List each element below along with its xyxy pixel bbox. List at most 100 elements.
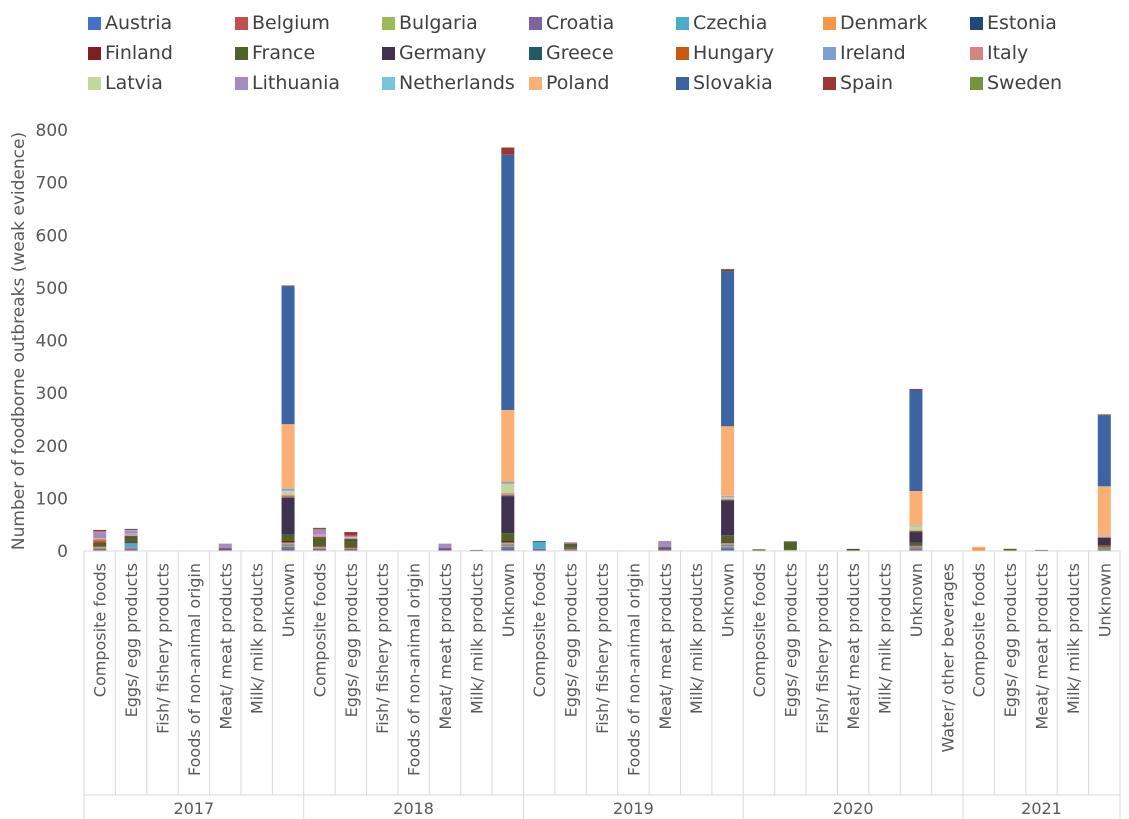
bar-segment xyxy=(909,542,923,546)
legend-label: Italy xyxy=(987,42,1029,64)
bar-segment xyxy=(721,496,735,498)
bar-segment xyxy=(1097,549,1111,551)
bar-segment xyxy=(501,493,515,495)
bar-segment xyxy=(124,542,138,543)
bar-segment xyxy=(501,495,515,497)
legend-swatch xyxy=(970,76,983,90)
bar-segment xyxy=(658,547,672,549)
bar-segment xyxy=(501,545,515,547)
legend-label: Greece xyxy=(546,42,614,64)
legend-swatch xyxy=(382,46,395,60)
legend-label: Czechia xyxy=(693,12,768,34)
x-tick-label: Eggs/ egg products xyxy=(781,563,800,717)
legend-swatch xyxy=(88,16,101,30)
bar-segment xyxy=(1097,548,1111,549)
legend-item: Estonia xyxy=(970,8,1057,38)
bar-segment xyxy=(281,488,295,489)
bar-segment xyxy=(501,154,515,410)
bar-segment xyxy=(312,535,326,537)
bar-segment xyxy=(783,541,797,543)
legend-swatch xyxy=(382,76,395,90)
bar-segment xyxy=(1097,536,1111,537)
bar-segment xyxy=(312,546,326,548)
bar-segment xyxy=(93,538,107,541)
bar-segment xyxy=(909,389,923,492)
bar-segment xyxy=(344,539,358,541)
bar-segment xyxy=(281,285,295,286)
bar-segment xyxy=(93,548,107,549)
bars xyxy=(93,147,1111,552)
x-tick-label: Unknown xyxy=(499,563,518,637)
bar-segment xyxy=(124,528,138,530)
x-tick-label: Water/ other beverages xyxy=(938,563,957,753)
bar-segment xyxy=(93,540,107,543)
bar-segment xyxy=(564,548,578,550)
y-tick-label: 400 xyxy=(36,332,68,352)
bar-segment xyxy=(124,547,138,549)
x-tick-label: Composite foods xyxy=(970,563,989,697)
bar-segment xyxy=(501,541,515,543)
bar-segment xyxy=(721,497,735,499)
bar-segment xyxy=(564,549,578,551)
bar-segment xyxy=(501,147,515,148)
bar-segment xyxy=(93,546,107,548)
bar-segment xyxy=(658,548,672,550)
legend-label: Hungary xyxy=(693,42,775,64)
bar-segment xyxy=(909,525,923,527)
bar-segment xyxy=(1097,547,1111,548)
x-axis: Composite foods Eggs/ egg products Fish/ f… xyxy=(83,550,1121,819)
x-tick-label: Milk/ milk products xyxy=(467,563,486,714)
bar-segment xyxy=(501,544,515,546)
bar-segment xyxy=(93,531,107,532)
bar-segment xyxy=(124,549,138,551)
bar-segment xyxy=(501,494,515,496)
bar-segment xyxy=(721,546,735,548)
bar-segment xyxy=(281,495,295,497)
bar-segment xyxy=(909,532,923,543)
legend-item: Belgium xyxy=(235,8,330,38)
legend-swatch xyxy=(676,16,689,30)
bar-segment xyxy=(532,541,546,549)
bar-segment xyxy=(721,498,735,500)
legend-item: Italy xyxy=(970,38,1028,68)
legend-item: Ireland xyxy=(823,38,906,68)
bar-segment xyxy=(124,529,138,531)
x-tick-label: Fish/ fishery products xyxy=(593,563,612,734)
bar-segment xyxy=(501,533,515,542)
bar-segment xyxy=(312,528,326,530)
legend-swatch xyxy=(529,16,542,30)
legend-swatch xyxy=(823,76,836,90)
bar-segment xyxy=(721,426,735,496)
bar-segment xyxy=(281,285,295,287)
y-tick-label: 200 xyxy=(36,437,68,457)
bar-segment xyxy=(281,286,295,425)
x-tick-label: Milk/ milk products xyxy=(248,563,267,714)
legend-label: Poland xyxy=(546,72,610,94)
legend-item: Spain xyxy=(823,68,893,98)
bar-segment xyxy=(93,547,107,548)
bar-segment xyxy=(124,543,138,548)
bar-segment xyxy=(312,547,326,548)
bar-segment xyxy=(1035,549,1049,551)
bar-segment xyxy=(281,497,295,498)
bar-segment xyxy=(124,534,138,536)
legend-swatch xyxy=(970,16,983,30)
bar-segment xyxy=(564,548,578,549)
bar-segment xyxy=(344,537,358,538)
bar-segment xyxy=(93,547,107,549)
bar-segment xyxy=(124,533,138,535)
legend-item: Sweden xyxy=(970,68,1062,98)
bar-segment xyxy=(501,496,515,534)
bar-segment xyxy=(909,530,923,532)
y-tick-label: 500 xyxy=(36,279,68,299)
bar-segment xyxy=(218,548,232,550)
legend-label: Slovakia xyxy=(693,72,773,94)
bar-segment xyxy=(721,495,735,497)
bar-segment xyxy=(909,547,923,549)
bar-segment xyxy=(721,548,735,551)
group-label: 2019 xyxy=(613,799,654,818)
bar-segment xyxy=(501,409,515,482)
bar-segment xyxy=(564,549,578,551)
legend-item: Bulgaria xyxy=(382,8,478,38)
y-tick-label: 600 xyxy=(36,226,68,246)
